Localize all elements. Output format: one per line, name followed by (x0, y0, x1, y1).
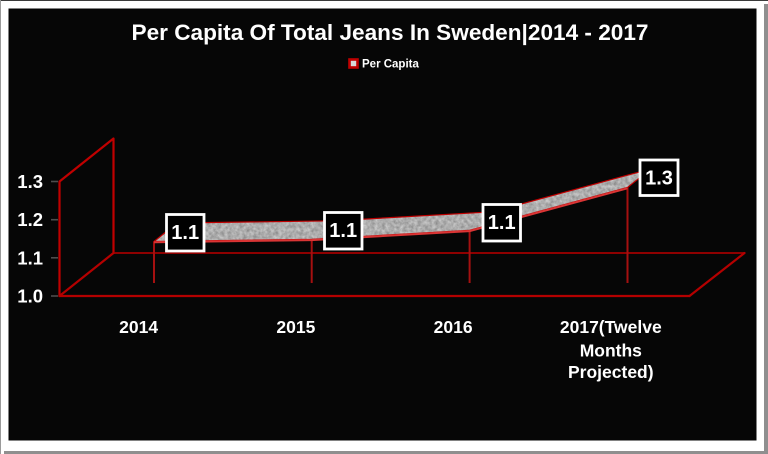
svg-text:Per Capita Of Total Jeans In S: Per Capita Of Total Jeans In Sweden|2014… (132, 20, 649, 45)
svg-text:2014: 2014 (119, 317, 158, 337)
svg-text:1.2: 1.2 (17, 209, 43, 230)
svg-text:2017(Twelve: 2017(Twelve (560, 317, 662, 337)
svg-text:1.1: 1.1 (171, 222, 199, 244)
svg-text:1.1: 1.1 (329, 220, 357, 242)
svg-text:1.1: 1.1 (17, 247, 43, 268)
svg-text:1.3: 1.3 (645, 168, 673, 190)
svg-text:1.1: 1.1 (488, 212, 516, 234)
svg-text:1.0: 1.0 (17, 286, 43, 307)
svg-text:1.3: 1.3 (17, 171, 43, 192)
svg-text:Projected): Projected) (568, 362, 654, 382)
svg-text:Per Capita: Per Capita (362, 59, 419, 71)
svg-text:Months: Months (580, 341, 642, 361)
svg-text:2015: 2015 (276, 317, 315, 337)
svg-text:2016: 2016 (434, 317, 473, 337)
